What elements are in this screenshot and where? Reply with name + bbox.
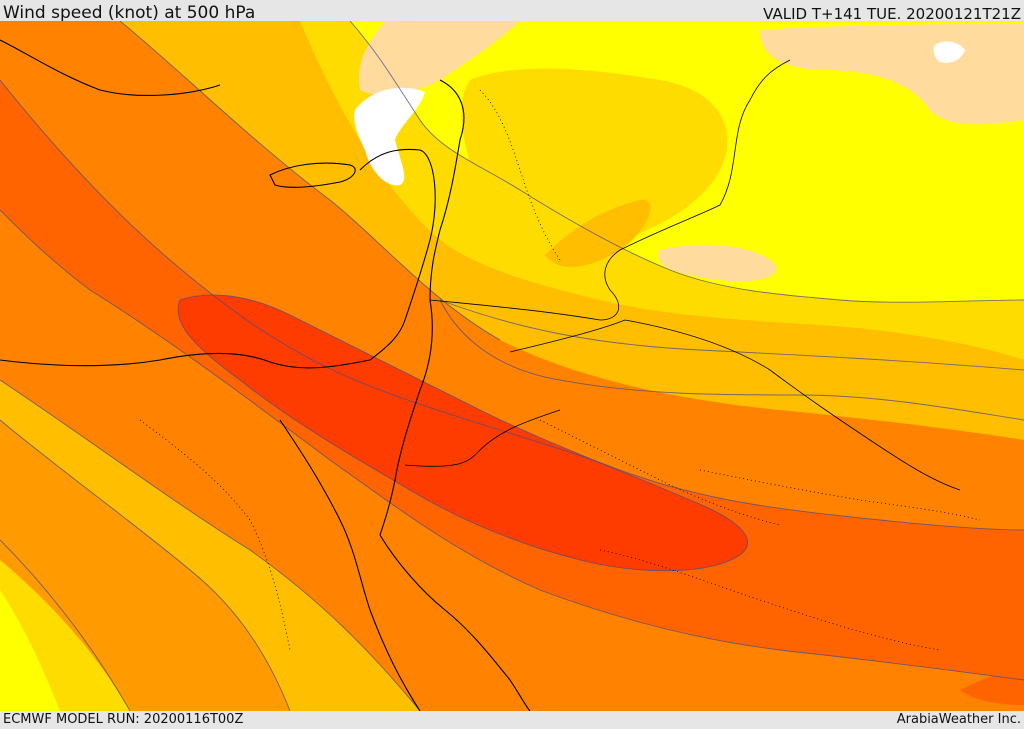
band-bright-yellow-sw [0, 590, 60, 711]
map-title: Wind speed (knot) at 500 hPa [3, 3, 256, 23]
borders [404, 59, 961, 491]
calm-white-region [354, 87, 425, 186]
model-run-label: ECMWF MODEL RUN: 20200116T00Z [3, 712, 244, 727]
credit-label: ArabiaWeather Inc. [896, 712, 1021, 727]
band-orange-inset [545, 199, 651, 268]
band-orange-sw [0, 420, 290, 711]
band-darker-orange [0, 80, 1024, 680]
map-canvas [0, 21, 1024, 711]
band-orange-e [440, 300, 1024, 420]
footer-bar: ECMWF MODEL RUN: 20200116T00Z ArabiaWeat… [0, 711, 1024, 729]
calm-white-ne [933, 41, 965, 63]
valid-time-label: VALID T+141 TUE. 20200121T21Z [763, 5, 1021, 23]
inland-borders-dotted [139, 89, 981, 651]
isotach-contours [0, 21, 1024, 711]
band-peach-center [658, 244, 777, 282]
header-bar: Wind speed (knot) at 500 hPa VALID T+141… [0, 0, 1024, 23]
coastlines [0, 39, 531, 711]
band-darker-yellow-patch [461, 68, 728, 252]
wind-speed-map [0, 21, 1024, 711]
band-peach-n [359, 21, 520, 96]
band-orange-se-patch [960, 668, 1024, 705]
